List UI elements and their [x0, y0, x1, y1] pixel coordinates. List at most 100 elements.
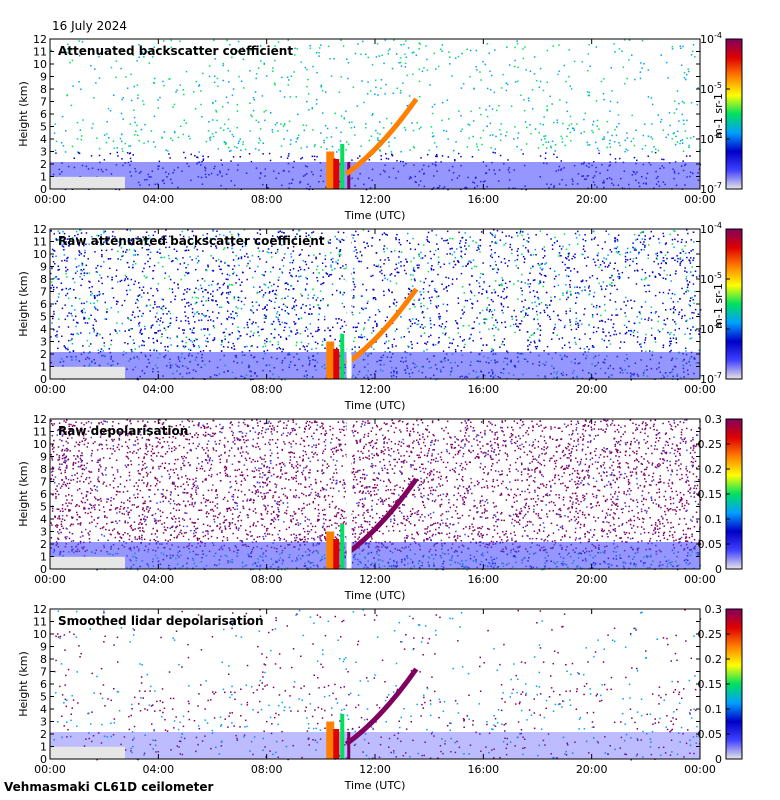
y-tick-label: 8: [40, 463, 47, 476]
y-tick-label: 10: [33, 248, 47, 261]
x-tick-label: 20:00: [576, 193, 608, 206]
colorbar-tick-label: 0.15: [698, 488, 723, 501]
y-tick-label: 12: [33, 33, 47, 46]
panel-title: Raw depolarisation: [58, 424, 188, 438]
y-tick-label: 4: [40, 323, 47, 336]
colorbar-frame: [725, 228, 743, 380]
x-axis-label: Time (UTC): [344, 589, 406, 602]
colorbar-tick-label: 0.3: [705, 413, 723, 426]
colorbar: [726, 609, 742, 759]
y-tick-label: 5: [40, 501, 47, 514]
colorbar-tick-label: 0.2: [705, 463, 723, 476]
y-tick-label: 9: [40, 71, 47, 84]
y-tick-label: 8: [40, 273, 47, 286]
y-tick-label: 4: [40, 133, 47, 146]
x-tick-label: 20:00: [576, 383, 608, 396]
x-tick-label: 08:00: [251, 383, 283, 396]
y-tick-label: 6: [40, 108, 47, 121]
y-tick-label: 10: [33, 58, 47, 71]
y-tick-label: 11: [33, 616, 47, 629]
colorbar-label: m-1 sr-1: [712, 283, 725, 329]
y-tick-label: 7: [40, 286, 47, 299]
y-tick-label: 8: [40, 83, 47, 96]
x-tick-label: 04:00: [142, 193, 174, 206]
colorbar-tick-label: 0: [715, 563, 722, 576]
y-tick-label: 3: [40, 146, 47, 159]
y-tick-label: 10: [33, 438, 47, 451]
x-tick-label: 00:00: [34, 193, 66, 206]
y-tick-label: 11: [33, 46, 47, 59]
colorbar: [726, 229, 742, 379]
y-tick-label: 0: [40, 183, 47, 196]
x-tick-label: 16:00: [467, 193, 499, 206]
y-tick-label: 2: [40, 538, 47, 551]
x-tick-label: 00:00: [34, 383, 66, 396]
panel-title: Smoothed lidar depolarisation: [58, 614, 264, 628]
y-axis-label: Height (km): [17, 461, 30, 527]
x-tick-label: 16:00: [467, 573, 499, 586]
x-tick-label: 00:00: [684, 383, 716, 396]
colorbar-tick-label: 10-7: [700, 181, 722, 196]
x-tick-label: 20:00: [576, 573, 608, 586]
y-tick-label: 6: [40, 678, 47, 691]
y-tick-label: 0: [40, 753, 47, 766]
x-tick-label: 12:00: [359, 573, 391, 586]
colorbar-tick-label: 0.25: [698, 628, 723, 641]
x-tick-label: 16:00: [467, 383, 499, 396]
y-tick-label: 11: [33, 426, 47, 439]
colorbar-tick-label: 0.15: [698, 678, 723, 691]
colorbar-tick-label: 0.05: [698, 538, 723, 551]
x-tick-label: 00:00: [34, 763, 66, 776]
colorbar-tick-label: 0: [715, 753, 722, 766]
y-tick-label: 7: [40, 96, 47, 109]
y-tick-label: 2: [40, 348, 47, 361]
colorbar-tick-label: 0.1: [705, 703, 723, 716]
y-tick-label: 12: [33, 223, 47, 236]
y-tick-label: 1: [40, 741, 47, 754]
y-tick-label: 3: [40, 336, 47, 349]
instrument-label: Vehmasmaki CL61D ceilometer: [4, 780, 214, 794]
y-axis-label: Height (km): [17, 271, 30, 337]
colorbar: [726, 39, 742, 189]
y-tick-label: 9: [40, 451, 47, 464]
y-tick-label: 12: [33, 413, 47, 426]
panel-title: Raw attenuated backscatter coefficient: [58, 234, 325, 248]
y-tick-label: 3: [40, 716, 47, 729]
x-tick-label: 12:00: [359, 383, 391, 396]
x-tick-label: 08:00: [251, 763, 283, 776]
y-tick-label: 5: [40, 311, 47, 324]
x-tick-label: 00:00: [684, 763, 716, 776]
y-tick-label: 0: [40, 563, 47, 576]
colorbar-label: m-1 sr-1: [712, 93, 725, 139]
y-tick-label: 4: [40, 703, 47, 716]
y-tick-label: 6: [40, 488, 47, 501]
y-tick-label: 7: [40, 666, 47, 679]
y-tick-label: 12: [33, 603, 47, 616]
y-tick-label: 6: [40, 298, 47, 311]
x-tick-label: 04:00: [142, 573, 174, 586]
y-tick-label: 10: [33, 628, 47, 641]
x-tick-label: 20:00: [576, 763, 608, 776]
y-tick-label: 9: [40, 261, 47, 274]
date-label: 16 July 2024: [52, 19, 128, 33]
colorbar-tick-label: 10-4: [700, 31, 722, 46]
colorbar-tick-label: 0.1: [705, 513, 723, 526]
x-tick-label: 04:00: [142, 763, 174, 776]
x-tick-label: 08:00: [251, 573, 283, 586]
x-tick-label: 04:00: [142, 383, 174, 396]
x-tick-label: 00:00: [684, 193, 716, 206]
y-tick-label: 1: [40, 171, 47, 184]
y-tick-label: 5: [40, 691, 47, 704]
colorbar-tick-label: 10-7: [700, 371, 722, 386]
panel-title: Attenuated backscatter coefficient: [58, 44, 293, 58]
colorbar-tick-label: 0.25: [698, 438, 723, 451]
x-axis-label: Time (UTC): [344, 399, 406, 412]
y-tick-label: 1: [40, 361, 47, 374]
x-axis-label: Time (UTC): [344, 779, 406, 792]
y-tick-label: 0: [40, 373, 47, 386]
colorbar-frame: [725, 38, 743, 190]
